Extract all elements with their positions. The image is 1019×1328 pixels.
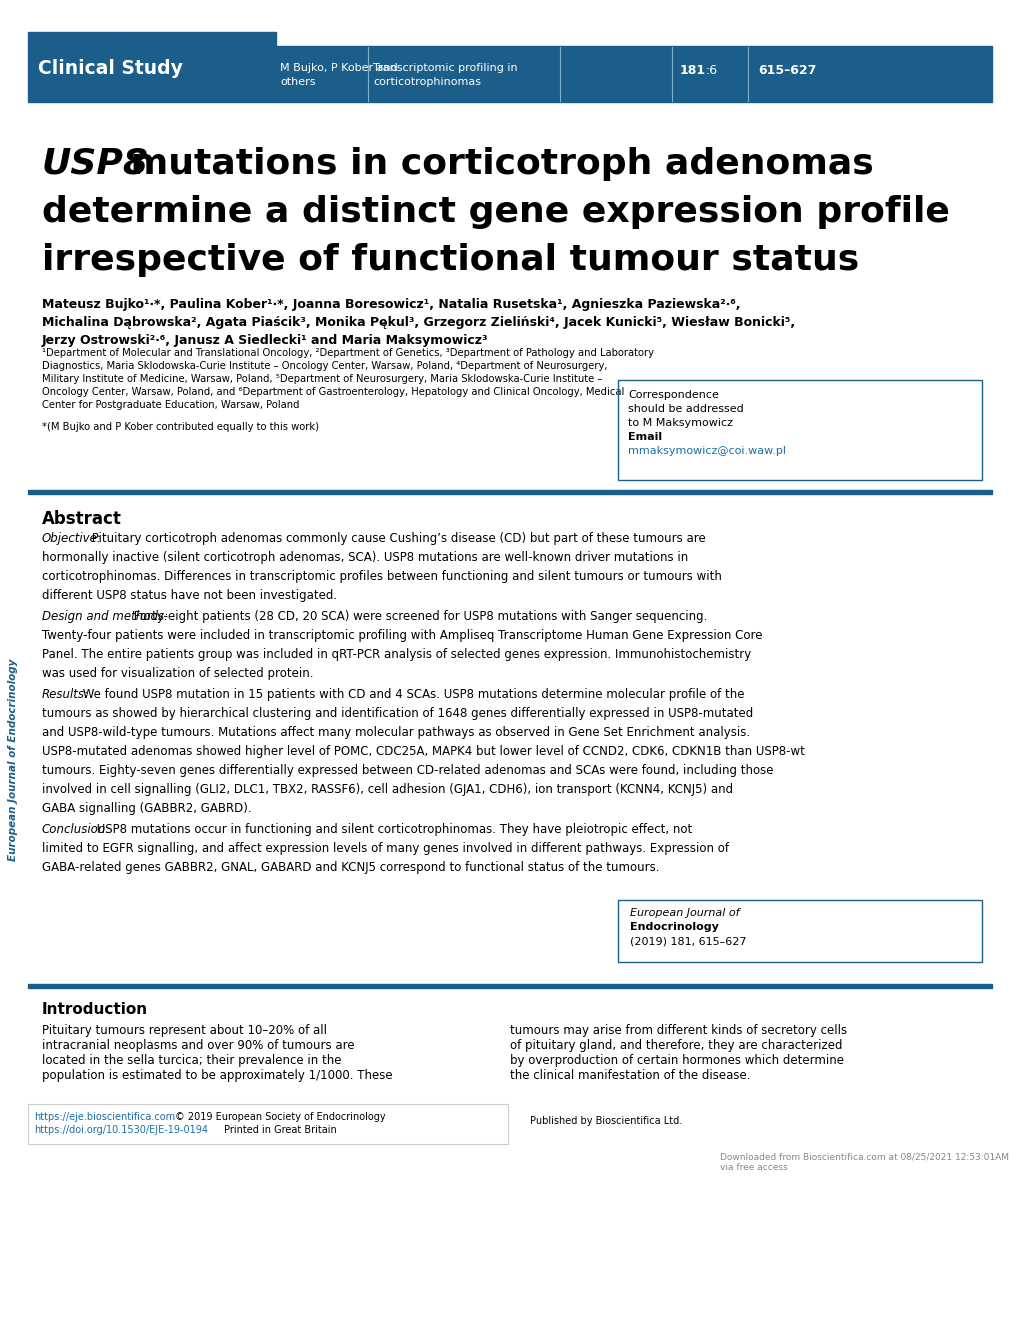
Text: limited to EGFR signalling, and affect expression levels of many genes involved : limited to EGFR signalling, and affect e… (42, 842, 729, 855)
Text: Oncology Center, Warsaw, Poland, and ⁶Department of Gastroenterology, Hepatology: Oncology Center, Warsaw, Poland, and ⁶De… (42, 386, 624, 397)
Text: USP8 mutations occur in functioning and silent corticotrophinomas. They have ple: USP8 mutations occur in functioning and … (93, 823, 692, 837)
Text: to M Maksymowicz: to M Maksymowicz (628, 418, 733, 428)
Text: Endocrinology: Endocrinology (630, 922, 718, 932)
Text: Twenty-four patients were included in transcriptomic profiling with Ampliseq Tra: Twenty-four patients were included in tr… (42, 629, 762, 641)
Text: corticotrophinomas. Differences in transcriptomic profiles between functioning a: corticotrophinomas. Differences in trans… (42, 570, 721, 583)
Text: others: others (280, 77, 315, 88)
Text: different USP8 status have not been investigated.: different USP8 status have not been inve… (42, 590, 337, 602)
Text: Clinical Study: Clinical Study (38, 58, 182, 77)
Text: Center for Postgraduate Education, Warsaw, Poland: Center for Postgraduate Education, Warsa… (42, 400, 300, 410)
Text: intracranial neoplasms and over 90% of tumours are: intracranial neoplasms and over 90% of t… (42, 1038, 355, 1052)
Text: tumours as showed by hierarchical clustering and identification of 1648 genes di: tumours as showed by hierarchical cluste… (42, 706, 752, 720)
Text: Downloaded from Bioscientifica.com at 08/25/2021 12:53:01AM: Downloaded from Bioscientifica.com at 08… (719, 1151, 1008, 1161)
Text: hormonally inactive (silent corticotroph adenomas, SCA). USP8 mutations are well: hormonally inactive (silent corticotroph… (42, 551, 688, 564)
Text: GABA signalling (GABBR2, GABRD).: GABA signalling (GABBR2, GABRD). (42, 802, 252, 815)
Bar (28, 1104, 507, 1143)
Text: Military Institute of Medicine, Warsaw, Poland, ⁵Department of Neurosurgery, Mar: Military Institute of Medicine, Warsaw, … (42, 374, 602, 384)
Text: Transcriptomic profiling in: Transcriptomic profiling in (373, 62, 517, 73)
Text: Objective:: Objective: (42, 533, 102, 544)
Text: should be addressed: should be addressed (628, 404, 743, 414)
Text: Correspondence: Correspondence (628, 390, 718, 400)
Text: corticotrophinomas: corticotrophinomas (373, 77, 481, 88)
Text: Email: Email (628, 432, 661, 442)
Text: ¹Department of Molecular and Translational Oncology, ²Department of Genetics, ³D: ¹Department of Molecular and Translation… (42, 348, 653, 359)
Text: and USP8-wild-type tumours. Mutations affect many molecular pathways as observed: and USP8-wild-type tumours. Mutations af… (42, 726, 749, 738)
Text: :6: :6 (705, 64, 717, 77)
Text: Printed in Great Britain: Printed in Great Britain (223, 1125, 336, 1135)
Text: Results:: Results: (42, 688, 89, 701)
Text: by overproduction of certain hormones which determine: by overproduction of certain hormones wh… (510, 1054, 843, 1066)
Text: Pituitary corticotroph adenomas commonly cause Cushing’s disease (CD) but part o: Pituitary corticotroph adenomas commonly… (88, 533, 705, 544)
Bar (618, 380, 981, 479)
Text: Panel. The entire patients group was included in qRT-PCR analysis of selected ge: Panel. The entire patients group was inc… (42, 648, 751, 661)
Bar (28, 32, 276, 102)
Text: https://doi.org/10.1530/EJE-19-0194: https://doi.org/10.1530/EJE-19-0194 (34, 1125, 208, 1135)
Text: tumours. Eighty-seven genes differentially expressed between CD-related adenomas: tumours. Eighty-seven genes differential… (42, 764, 772, 777)
Text: Diagnostics, Maria Sklodowska-Curie Institute – Oncology Center, Warsaw, Poland,: Diagnostics, Maria Sklodowska-Curie Inst… (42, 361, 607, 371)
Text: Forty-eight patients (28 CD, 20 SCA) were screened for USP8 mutations with Sange: Forty-eight patients (28 CD, 20 SCA) wer… (129, 610, 706, 623)
Text: USP8-mutated adenomas showed higher level of POMC, CDC25A, MAPK4 but lower level: USP8-mutated adenomas showed higher leve… (42, 745, 804, 758)
Text: involved in cell signalling (GLI2, DLC1, TBX2, RASSF6), cell adhesion (GJA1, CDH: involved in cell signalling (GLI2, DLC1,… (42, 784, 733, 795)
Text: Mateusz Bujko¹‧*, Paulina Kober¹‧*, Joanna Boresowicz¹, Natalia Rusetska¹, Agnie: Mateusz Bujko¹‧*, Paulina Kober¹‧*, Joan… (42, 297, 740, 311)
Text: mutations in corticotroph adenomas: mutations in corticotroph adenomas (118, 147, 873, 181)
Text: Published by Bioscientifica Ltd.: Published by Bioscientifica Ltd. (530, 1116, 682, 1126)
Text: 181: 181 (680, 64, 705, 77)
Text: mmaksymowicz@coi.waw.pl: mmaksymowicz@coi.waw.pl (628, 446, 786, 456)
Text: M Bujko, P Kober and: M Bujko, P Kober and (280, 62, 397, 73)
Text: We found USP8 mutation in 15 patients with CD and 4 SCAs. USP8 mutations determi: We found USP8 mutation in 15 patients wi… (78, 688, 744, 701)
Text: European Journal of Endocrinology: European Journal of Endocrinology (8, 659, 18, 861)
Bar (28, 984, 991, 988)
Bar (276, 46, 991, 102)
Text: tumours may arise from different kinds of secretory cells: tumours may arise from different kinds o… (510, 1024, 847, 1037)
Text: Jerzy Ostrowski²‧⁶, Janusz A Siedlecki¹ and Maria Maksymowicz³: Jerzy Ostrowski²‧⁶, Janusz A Siedlecki¹ … (42, 335, 488, 347)
Text: the clinical manifestation of the disease.: the clinical manifestation of the diseas… (510, 1069, 750, 1082)
Text: GABA-related genes GABBR2, GNAL, GABARD and KCNJ5 correspond to functional statu: GABA-related genes GABBR2, GNAL, GABARD … (42, 861, 659, 874)
Text: Conclusion:: Conclusion: (42, 823, 110, 837)
Text: determine a distinct gene expression profile: determine a distinct gene expression pro… (42, 195, 949, 228)
Text: was used for visualization of selected protein.: was used for visualization of selected p… (42, 667, 313, 680)
Text: USP8: USP8 (42, 147, 149, 181)
Text: *(M Bujko and P Kober contributed equally to this work): *(M Bujko and P Kober contributed equall… (42, 422, 319, 432)
Text: Michalina Dąbrowska², Agata Piaścik³, Monika Pękul³, Grzegorz Zieliński⁴, Jacek : Michalina Dąbrowska², Agata Piaścik³, Mo… (42, 316, 795, 329)
Text: Abstract: Abstract (42, 510, 121, 529)
Text: Pituitary tumours represent about 10–20% of all: Pituitary tumours represent about 10–20%… (42, 1024, 327, 1037)
Text: irrespective of functional tumour status: irrespective of functional tumour status (42, 243, 858, 278)
Text: (2019) 181, 615–627: (2019) 181, 615–627 (630, 936, 746, 946)
Text: of pituitary gland, and therefore, they are characterized: of pituitary gland, and therefore, they … (510, 1038, 842, 1052)
Text: European Journal of: European Journal of (630, 908, 739, 918)
Bar (618, 900, 981, 961)
Bar (28, 490, 991, 494)
Text: located in the sella turcica; their prevalence in the: located in the sella turcica; their prev… (42, 1054, 341, 1066)
Text: via free access: via free access (719, 1163, 787, 1173)
Text: Design and methods:: Design and methods: (42, 610, 168, 623)
Text: 615–627: 615–627 (757, 64, 815, 77)
Text: https://eje.bioscientifica.com: https://eje.bioscientifica.com (34, 1112, 175, 1122)
Text: © 2019 European Society of Endocrinology: © 2019 European Society of Endocrinology (174, 1112, 385, 1122)
Text: Introduction: Introduction (42, 1003, 148, 1017)
Text: population is estimated to be approximately 1/1000. These: population is estimated to be approximat… (42, 1069, 392, 1082)
